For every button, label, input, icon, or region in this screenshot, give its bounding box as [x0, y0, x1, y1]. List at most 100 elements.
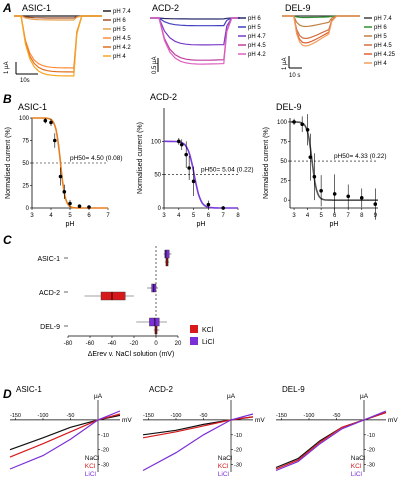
b-x-label: pH [66, 221, 75, 228]
d-x-label: mV [122, 417, 132, 424]
d-legend-KCl: KCl [218, 463, 229, 470]
a-acd-scalebar: 0.5 µA [152, 57, 159, 74]
c-box-LiCl-0 [163, 249, 172, 259]
current-traces [14, 15, 360, 77]
b-data-point [221, 206, 225, 210]
c-x-tick-label: -20 [130, 341, 139, 347]
d-y-tick-label: -30 [367, 463, 375, 469]
b-data-point [312, 174, 317, 179]
b-x-tick-label: 3 [30, 213, 34, 219]
panel-label-a: A [2, 1, 12, 15]
b-data-point [77, 204, 82, 208]
d-x-tick-label: -50 [333, 413, 341, 419]
b-chart-2: 3 4 5 6 7 8 9 0 25 50 75 100 pH Normalised current (%… [263, 102, 387, 228]
d-x-tick-label: -50 [67, 413, 75, 419]
b-chart-1: 3 4 5 6 7 8 0 50 100 pH Normalised current (%) ACD-… [137, 92, 254, 228]
b-x-tick-label: 5 [68, 213, 72, 219]
c-category-label: DEL-9 [40, 324, 60, 331]
b-data-point [346, 194, 351, 199]
b-title: ASIC-1 [18, 102, 47, 112]
a-del-scalebar: 1 µA 10 s [282, 56, 302, 79]
b-fit-curve [290, 121, 378, 201]
d-y-tick-label: -10 [367, 433, 375, 439]
d-y-label: µA [94, 393, 103, 400]
acd-trace-4 [150, 17, 240, 65]
d-y-label: µA [360, 393, 369, 400]
b-data-point [332, 192, 337, 196]
b-data-point [191, 179, 196, 184]
b-y-tick-label: 100 [19, 116, 30, 122]
d-y-tick-label: -30 [234, 463, 242, 469]
c-x-tick-label: 0 [154, 341, 158, 347]
b-annotation: pH50= 4.33 (0.22) [334, 153, 387, 160]
d-legend-KCl: KCl [351, 463, 362, 470]
asic-legend-label-5: pH 4 [113, 54, 126, 60]
a-del-title: DEL-9 [285, 3, 311, 13]
d-title: ASIC-1 [16, 385, 42, 394]
c-legend-label: KCl [202, 327, 214, 334]
b-x-label: pH [197, 221, 206, 228]
c-box-KCl-2 [153, 325, 160, 335]
a-acd-title: ACD-2 [152, 3, 179, 13]
d-x-label: mV [255, 417, 265, 424]
d-chart-0: -150 -100 -50 -10 -20 -30 µA mV ASIC-1 NaClKClLiC… [9, 385, 132, 478]
b-y-tick-label: 50 [22, 161, 29, 167]
b-y-label: Normalised current (%) [263, 127, 270, 199]
b-x-tick-label: 3 [162, 213, 166, 219]
d-x-tick-label: -100 [170, 413, 181, 419]
b-data-point [305, 127, 310, 132]
b-data-point [68, 201, 72, 206]
b-chart-0: 3 4 5 6 7 0 25 50 75 100 pH Normalised current (%) A… [5, 102, 123, 228]
acd-trace-0 [150, 17, 240, 20]
b-data-point [58, 174, 63, 179]
d-legend-NaCl: NaCl [218, 455, 233, 462]
c-x-tick-label: 20 [175, 341, 182, 347]
b-x-tick-label: 7 [347, 213, 351, 219]
b-data-point [206, 202, 211, 207]
b-y-tick-label: 0 [284, 198, 288, 204]
d-legend-NaCl: NaCl [85, 455, 100, 462]
panel-d-iv-curves: -150 -100 -50-10-20-30µAmVASIC-1NaClKClLiC… [9, 385, 398, 478]
b-x-tick-label: 6 [87, 213, 91, 219]
c-x-tick-label: -60 [86, 341, 95, 347]
d-series-LiCl [142, 413, 254, 472]
d-series-KCl [9, 413, 121, 458]
b-y-tick-label: 100 [277, 120, 288, 126]
b-data-point [179, 142, 184, 147]
b-x-tick-label: 4 [49, 213, 53, 219]
c-box-LiCl-2 [136, 317, 167, 327]
c-box-KCl-0 [164, 257, 170, 267]
c-legend-swatch [190, 337, 198, 345]
asic-legend-label-2: pH 5 [113, 27, 126, 33]
a-asic-title: ASIC-1 [22, 3, 51, 13]
d-y-tick-label: -20 [101, 448, 109, 454]
asic-trace-2 [14, 15, 102, 21]
b-y-tick-label: 25 [280, 179, 287, 185]
d-legend-LiCl: LiCl [85, 471, 97, 478]
del-legend-label-4: pH 4.25 [374, 52, 396, 58]
b-x-tick-label: 5 [319, 213, 323, 219]
asic-trace-1 [14, 15, 102, 19]
b-y-tick-label: 25 [22, 184, 29, 190]
a-asic-scalebar: 1 µA 10s [4, 62, 38, 84]
b-x-tick-label: 8 [360, 213, 364, 219]
panel-label-d: D [3, 387, 12, 401]
asic-legend-label-1: pH 6 [113, 18, 126, 24]
d-series-NaCl [275, 411, 387, 469]
b-x-tick-label: 4 [306, 213, 310, 219]
acd-legend-label-2: pH 4.7 [248, 34, 266, 40]
d-x-tick-label: -150 [276, 413, 287, 419]
b-x-tick-label: 7 [222, 213, 226, 219]
c-x-tick-label: -80 [64, 341, 73, 347]
asic-trace-3 [14, 15, 102, 69]
a-del-scale-y: 1 µA [282, 58, 288, 70]
asic-legend-label-3: pH 4.5 [113, 36, 131, 42]
b-data-point [187, 166, 191, 170]
b-x-tick-label: 7 [106, 213, 110, 219]
del-legend-label-1: pH 6 [374, 25, 387, 31]
b-data-point [373, 202, 378, 206]
b-y-label: Normalised current (%) [5, 127, 12, 199]
b-data-point [49, 120, 53, 125]
b-data-point [359, 196, 364, 200]
